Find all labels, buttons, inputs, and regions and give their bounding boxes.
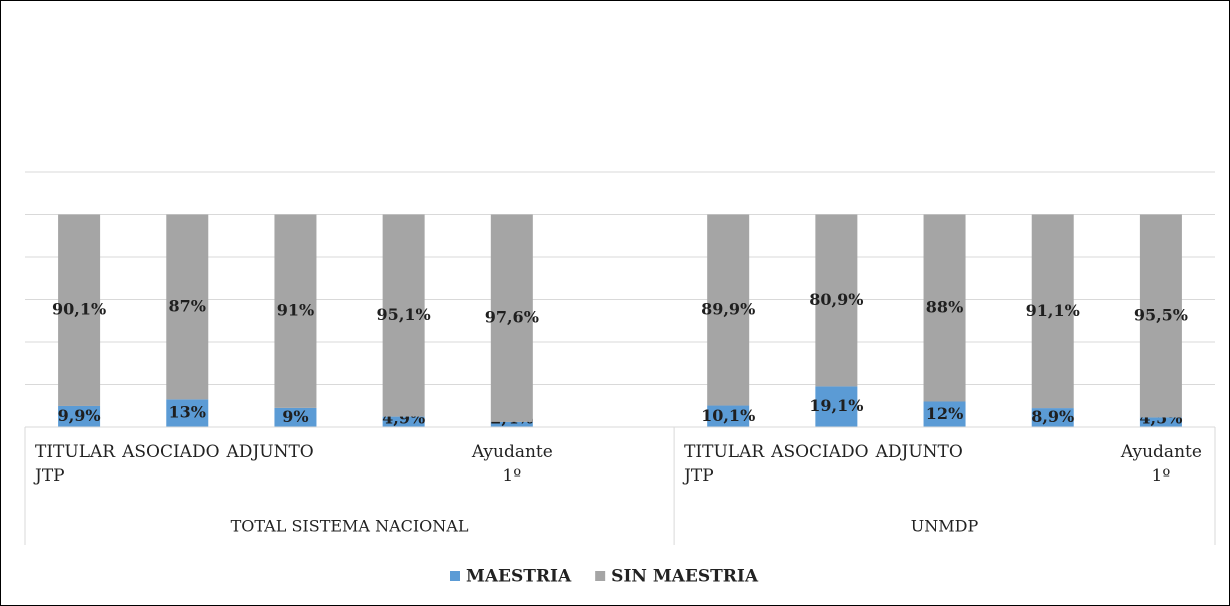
x-tick-label: JTP <box>35 466 65 486</box>
bar-segment <box>166 399 209 427</box>
bar-segment <box>382 416 425 427</box>
data-label: 87% <box>169 296 206 315</box>
data-label: 95,5% <box>1134 305 1188 324</box>
bar-segment <box>166 214 209 400</box>
data-label: 88% <box>926 298 963 317</box>
bar-segment <box>815 214 858 387</box>
legend-label: MAESTRIA <box>466 567 572 587</box>
x-tick-label: ADJUNTO <box>226 442 314 462</box>
bar-segment <box>1031 214 1074 409</box>
group-label: UNMDP <box>911 517 979 536</box>
bar-segment <box>1139 417 1182 427</box>
bar-segment <box>1031 408 1074 427</box>
bar-segment <box>707 214 750 406</box>
category-labels: TITULAR ASOCIADO ADJUNTO JTP <box>684 440 1004 488</box>
x-tick-label: Ayudante 1º <box>1120 442 1202 486</box>
data-label: 9,9% <box>58 406 101 425</box>
data-label: 97,6% <box>485 308 539 327</box>
bar-segment <box>274 214 317 408</box>
data-label: 90,1% <box>52 300 106 319</box>
bar-segment <box>382 214 425 417</box>
x-tick-label: TITULAR <box>35 442 116 462</box>
data-label: 19,1% <box>809 396 863 415</box>
x-tick-label: ASOCIADO <box>771 442 869 462</box>
category-labels: TITULAR ASOCIADO ADJUNTO JTP <box>35 440 355 488</box>
bar-segment <box>923 401 966 427</box>
data-label: 95,1% <box>377 305 431 324</box>
x-tick-label: ASOCIADO <box>122 442 220 462</box>
data-label: 89,9% <box>701 300 755 319</box>
data-label: 12% <box>926 404 963 423</box>
bar-segment <box>707 405 750 427</box>
data-label: 80,9% <box>809 290 863 309</box>
bar-segment <box>923 214 966 402</box>
x-tick-label: JTP <box>684 466 714 486</box>
data-label: 8,9% <box>1031 407 1074 426</box>
x-tick-label: ADJUNTO <box>875 442 963 462</box>
bar-segment <box>490 214 533 422</box>
bar-segment <box>490 421 533 427</box>
bar-segment <box>1139 214 1182 418</box>
legend-swatch <box>450 571 460 581</box>
bar-segment <box>815 386 858 427</box>
bar-segment <box>58 405 101 427</box>
legend-label: SIN MAESTRIA <box>611 567 759 587</box>
data-label: 9% <box>282 407 308 426</box>
data-label: 91,1% <box>1026 301 1080 320</box>
data-label: 91% <box>277 301 314 320</box>
group-label: TOTAL SISTEMA NACIONAL <box>231 517 469 536</box>
bar-segment <box>274 407 317 427</box>
x-tick-label: TITULAR <box>684 442 765 462</box>
x-tick-label: Ayudante 1º <box>471 442 553 486</box>
data-label: 13% <box>169 403 206 422</box>
bar-segment <box>58 214 101 406</box>
legend-swatch <box>595 571 606 581</box>
data-label: 10,1% <box>701 406 755 425</box>
